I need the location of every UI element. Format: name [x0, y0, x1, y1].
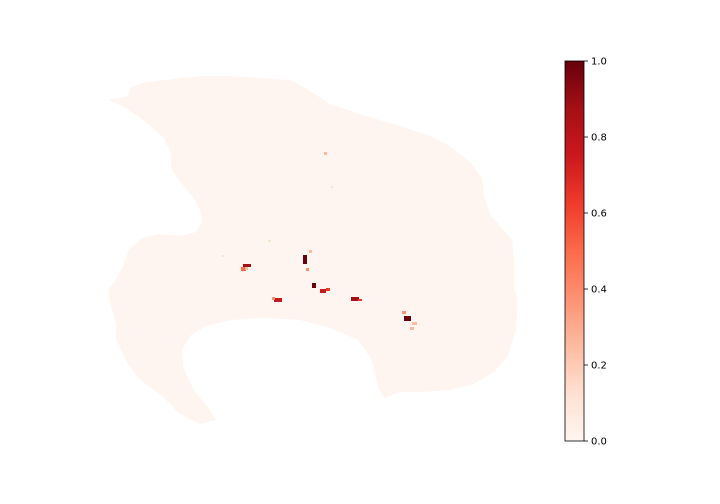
colorbar-gradient: [564, 60, 585, 442]
colorbar-tick-label: 0.2: [591, 361, 607, 372]
hotspot-cluster-d: [272, 297, 282, 302]
colorbar-tick-label: 1.0: [591, 57, 607, 68]
colorbar-tick-label: 0.8: [591, 133, 607, 144]
hotspot-cluster-f: [402, 311, 417, 330]
colorbar-tick-label: 0.6: [591, 209, 607, 220]
hotspot-cluster-c: [312, 283, 330, 293]
hotspot-cluster-a: [241, 264, 251, 271]
colorbar-tick-label: 0.4: [591, 285, 607, 296]
colorbar-tick-label: 0.0: [591, 437, 607, 448]
colorbar: 0.0 0.2 0.4 0.6 0.8 1.0: [564, 57, 607, 448]
hotspot-scattered: [222, 152, 333, 257]
map-region-land: [108, 76, 518, 424]
hotspot-cluster-e: [351, 297, 362, 301]
hotspot-cluster-b: [303, 250, 312, 271]
colorbar-ticks: 0.0 0.2 0.4 0.6 0.8 1.0: [584, 57, 607, 448]
